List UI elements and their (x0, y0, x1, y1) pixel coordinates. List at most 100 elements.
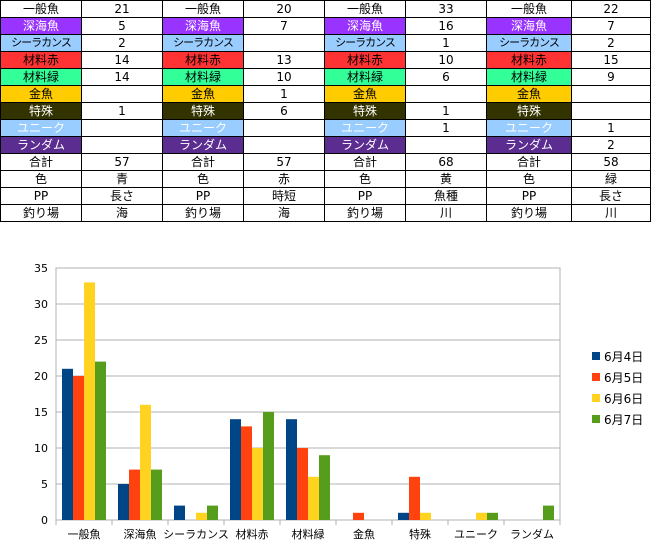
value-cell[interactable]: 2 (571, 136, 651, 154)
value-cell[interactable]: 魚種 (405, 187, 487, 205)
value-cell[interactable]: 16 (405, 17, 487, 35)
row-label-cell[interactable]: 特殊 (0, 102, 82, 120)
row-label-cell[interactable]: 金魚 (486, 85, 572, 103)
value-cell[interactable] (81, 85, 163, 103)
value-cell[interactable] (243, 34, 325, 52)
row-label-cell[interactable]: ユニーク (162, 119, 244, 137)
row-label-cell[interactable]: 特殊 (324, 102, 406, 120)
value-cell[interactable] (243, 119, 325, 137)
value-cell[interactable]: 57 (81, 153, 163, 171)
row-label-cell[interactable]: 特殊 (162, 102, 244, 120)
value-cell[interactable]: 1 (243, 85, 325, 103)
row-label-cell[interactable]: PP (486, 187, 572, 205)
value-cell[interactable] (405, 85, 487, 103)
value-cell[interactable]: 2 (571, 34, 651, 52)
row-label-cell[interactable]: 材料緑 (324, 68, 406, 86)
row-label-cell[interactable]: ランダム (0, 136, 82, 154)
row-label-cell[interactable]: 合計 (324, 153, 406, 171)
value-cell[interactable]: 5 (81, 17, 163, 35)
row-label-cell[interactable]: 釣り場 (324, 204, 406, 222)
row-label-cell[interactable]: 深海魚 (162, 17, 244, 35)
value-cell[interactable]: 海 (243, 204, 325, 222)
value-cell[interactable]: 黄 (405, 170, 487, 188)
value-cell[interactable] (571, 85, 651, 103)
row-label-cell[interactable]: 深海魚 (0, 17, 82, 35)
value-cell[interactable]: 7 (243, 17, 325, 35)
row-label-cell[interactable]: 色 (0, 170, 82, 188)
value-cell[interactable]: 1 (405, 119, 487, 137)
value-cell[interactable]: 1 (571, 119, 651, 137)
value-cell[interactable]: 13 (243, 51, 325, 69)
row-label-cell[interactable]: ランダム (162, 136, 244, 154)
row-label-cell[interactable]: 特殊 (486, 102, 572, 120)
value-cell[interactable]: 時短 (243, 187, 325, 205)
row-label-cell[interactable]: PP (162, 187, 244, 205)
value-cell[interactable]: 1 (405, 102, 487, 120)
row-label-cell[interactable]: シーラカンス (324, 34, 406, 52)
row-label-cell[interactable]: 一般魚 (0, 0, 82, 18)
row-label-cell[interactable]: 釣り場 (486, 204, 572, 222)
value-cell[interactable]: 1 (405, 34, 487, 52)
row-label-cell[interactable]: 色 (324, 170, 406, 188)
value-cell[interactable] (243, 136, 325, 154)
row-label-cell[interactable]: ユニーク (324, 119, 406, 137)
row-label-cell[interactable]: 材料赤 (0, 51, 82, 69)
value-cell[interactable]: 赤 (243, 170, 325, 188)
row-label-cell[interactable]: 材料赤 (324, 51, 406, 69)
row-label-cell[interactable]: 釣り場 (0, 204, 82, 222)
row-label-cell[interactable]: 釣り場 (162, 204, 244, 222)
value-cell[interactable]: 58 (571, 153, 651, 171)
value-cell[interactable] (405, 136, 487, 154)
row-label-cell[interactable]: 色 (486, 170, 572, 188)
value-cell[interactable]: 10 (405, 51, 487, 69)
value-cell[interactable]: 15 (571, 51, 651, 69)
value-cell[interactable]: 6 (405, 68, 487, 86)
row-label-cell[interactable]: 金魚 (162, 85, 244, 103)
row-label-cell[interactable]: 色 (162, 170, 244, 188)
row-label-cell[interactable]: 材料緑 (162, 68, 244, 86)
value-cell[interactable]: 68 (405, 153, 487, 171)
row-label-cell[interactable]: シーラカンス (162, 34, 244, 52)
row-label-cell[interactable]: 一般魚 (486, 0, 572, 18)
value-cell[interactable]: 57 (243, 153, 325, 171)
row-label-cell[interactable]: シーラカンス (0, 34, 82, 52)
value-cell[interactable]: 20 (243, 0, 325, 18)
value-cell[interactable]: 6 (243, 102, 325, 120)
row-label-cell[interactable]: 深海魚 (486, 17, 572, 35)
value-cell[interactable] (81, 136, 163, 154)
value-cell[interactable]: 22 (571, 0, 651, 18)
row-label-cell[interactable]: 深海魚 (324, 17, 406, 35)
row-label-cell[interactable]: 合計 (0, 153, 82, 171)
row-label-cell[interactable]: ユニーク (0, 119, 82, 137)
row-label-cell[interactable]: 一般魚 (324, 0, 406, 18)
row-label-cell[interactable]: PP (0, 187, 82, 205)
value-cell[interactable]: 21 (81, 0, 163, 18)
row-label-cell[interactable]: 合計 (486, 153, 572, 171)
row-label-cell[interactable]: シーラカンス (486, 34, 572, 52)
row-label-cell[interactable]: 金魚 (324, 85, 406, 103)
value-cell[interactable]: 川 (571, 204, 651, 222)
value-cell[interactable]: 14 (81, 51, 163, 69)
value-cell[interactable]: 川 (405, 204, 487, 222)
row-label-cell[interactable]: 合計 (162, 153, 244, 171)
value-cell[interactable] (81, 119, 163, 137)
value-cell[interactable]: 10 (243, 68, 325, 86)
value-cell[interactable]: 9 (571, 68, 651, 86)
value-cell[interactable]: 14 (81, 68, 163, 86)
value-cell[interactable]: 1 (81, 102, 163, 120)
row-label-cell[interactable]: ランダム (324, 136, 406, 154)
value-cell[interactable]: 2 (81, 34, 163, 52)
value-cell[interactable]: 長さ (571, 187, 651, 205)
value-cell[interactable]: 33 (405, 0, 487, 18)
row-label-cell[interactable]: ランダム (486, 136, 572, 154)
value-cell[interactable]: 緑 (571, 170, 651, 188)
row-label-cell[interactable]: 一般魚 (162, 0, 244, 18)
row-label-cell[interactable]: ユニーク (486, 119, 572, 137)
row-label-cell[interactable]: 材料緑 (486, 68, 572, 86)
row-label-cell[interactable]: 金魚 (0, 85, 82, 103)
value-cell[interactable]: 海 (81, 204, 163, 222)
row-label-cell[interactable]: 材料赤 (486, 51, 572, 69)
value-cell[interactable]: 青 (81, 170, 163, 188)
row-label-cell[interactable]: 材料赤 (162, 51, 244, 69)
value-cell[interactable]: 7 (571, 17, 651, 35)
